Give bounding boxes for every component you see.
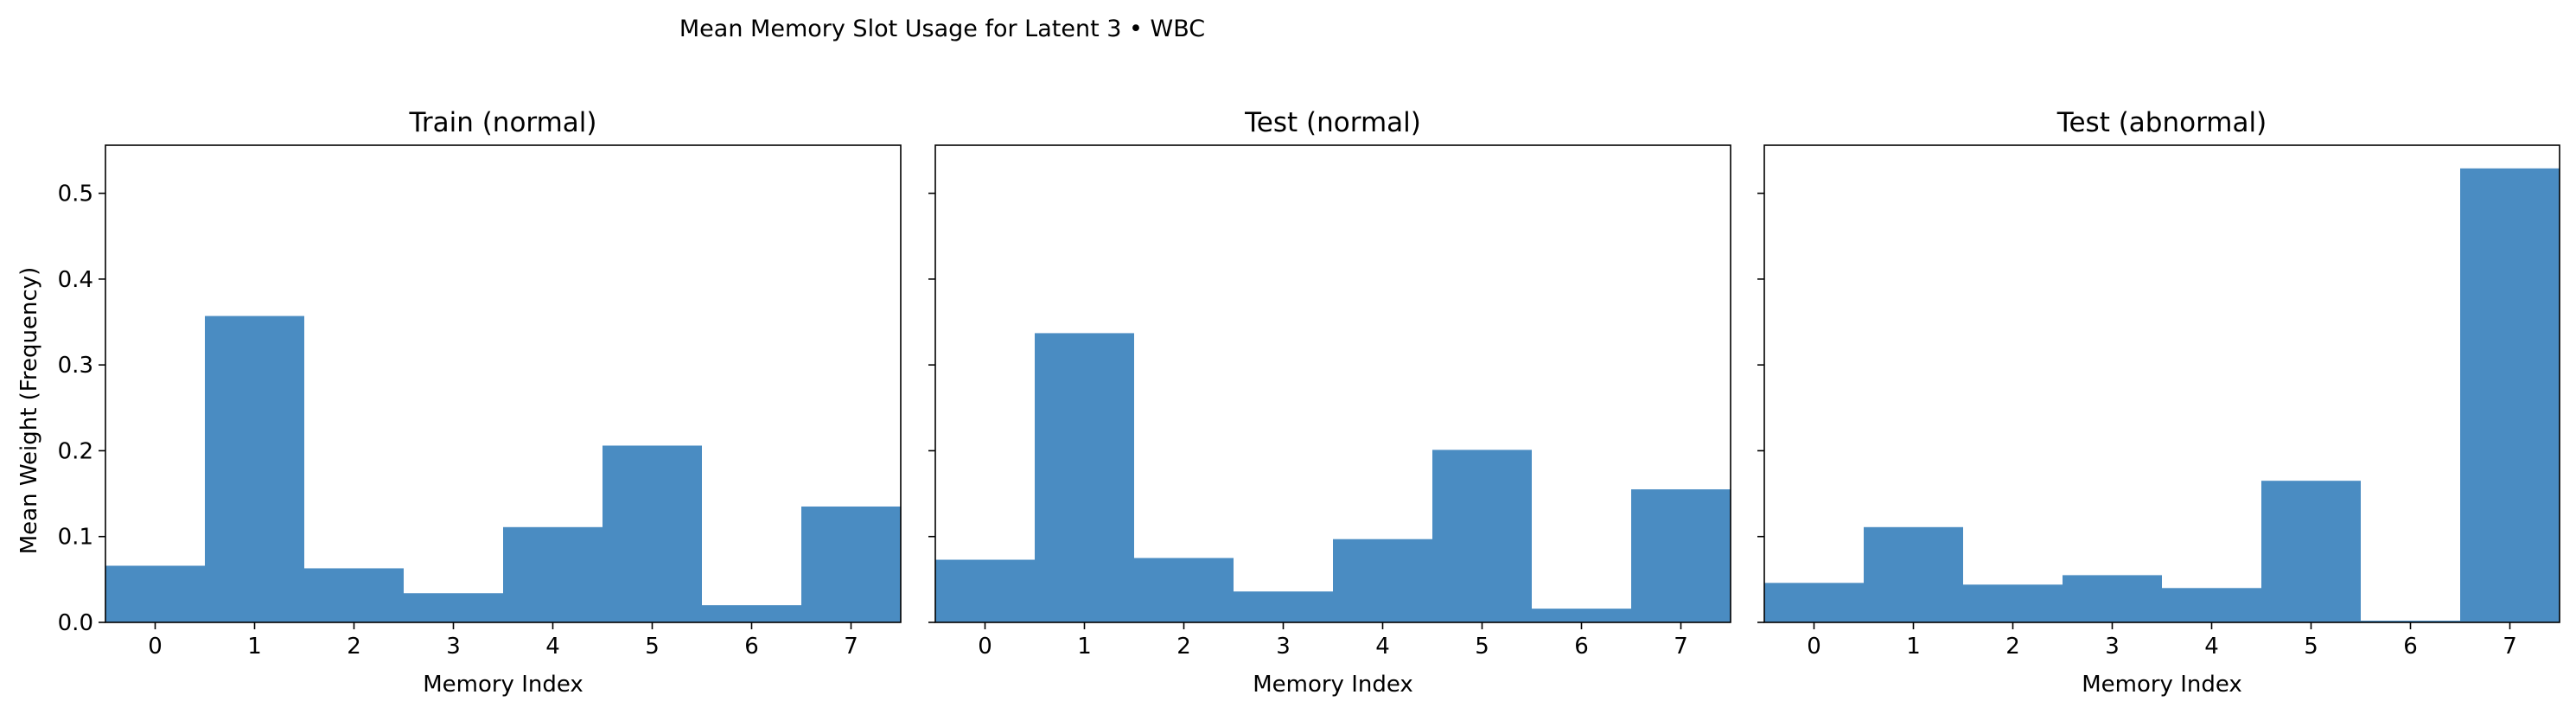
x-tick-label: 6	[744, 634, 759, 660]
x-tick-label: 2	[347, 634, 361, 660]
bar-3	[1234, 591, 1333, 622]
x-tick-label: 6	[1574, 634, 1589, 660]
x-tick-label: 7	[844, 634, 858, 660]
bar-7	[2460, 168, 2560, 622]
bar-0	[105, 565, 205, 622]
figure-suptitle: Mean Memory Slot Usage for Latent 3 • WB…	[679, 16, 1205, 42]
x-tick-label: 2	[1176, 634, 1191, 660]
x-tick-label: 5	[645, 634, 660, 660]
x-axis-label: Memory Index	[1253, 672, 1413, 698]
panel-title: Test (normal)	[1244, 107, 1421, 138]
bar-5	[1432, 449, 1532, 622]
x-tick-label: 1	[1077, 634, 1092, 660]
bar-1	[1035, 333, 1134, 622]
y-tick-label: 0.3	[58, 353, 93, 379]
panels: Train (normal) 0 1 2 3 4 5 6 7 Memory Index 0.0 0.1…	[58, 107, 2560, 698]
bar-5	[603, 445, 702, 622]
x-tick-label: 3	[446, 634, 461, 660]
axes-frame	[934, 144, 1731, 623]
bar-1	[205, 316, 304, 622]
y-tick-label: 0.2	[58, 438, 93, 464]
x-axis-label: Memory Index	[423, 672, 583, 698]
x-tick-label: 4	[2204, 634, 2219, 660]
bar-6	[2361, 621, 2460, 622]
y-tick-label: 0.1	[58, 525, 93, 551]
axes-frame	[1763, 144, 2560, 623]
bar-3	[2063, 575, 2162, 622]
bar-4	[1333, 539, 1432, 622]
x-tick-label: 4	[545, 634, 560, 660]
bar-1	[1864, 526, 1963, 622]
x-axis-label: Memory Index	[2082, 672, 2242, 698]
x-tick-label: 1	[1906, 634, 1921, 660]
bar-2	[1963, 584, 2063, 622]
bar-2	[1134, 558, 1234, 622]
bar-6	[1532, 609, 1631, 622]
bar-7	[1631, 489, 1731, 622]
x-tick-label: 0	[978, 634, 992, 660]
x-tick-label: 1	[247, 634, 262, 660]
panel-3: Test (abnormal) 0 1 2 3 4 5 6 7 Memory Index	[1757, 107, 2560, 698]
x-tick-label: 5	[2304, 634, 2318, 660]
x-tick-label: 0	[148, 634, 163, 660]
y-tick-label: 0.5	[58, 182, 93, 207]
axes-frame	[105, 144, 902, 623]
bar-4	[503, 526, 603, 622]
panel-title: Test (abnormal)	[2056, 107, 2267, 138]
bar-4	[2162, 588, 2261, 622]
bar-3	[404, 593, 503, 622]
panel-1: Train (normal) 0 1 2 3 4 5 6 7 Memory Index 0.0 0.1…	[58, 107, 902, 698]
panel-title: Train (normal)	[408, 107, 596, 138]
y-tick-label: 0.0	[58, 610, 93, 636]
panel-2: Test (normal) 0 1 2 3 4 5 6 7 Memory Index	[928, 107, 1731, 698]
x-tick-label: 7	[1674, 634, 1688, 660]
y-axis-label: Mean Weight (Frequency)	[16, 267, 42, 555]
bar-6	[702, 605, 801, 622]
x-tick-label: 6	[2403, 634, 2418, 660]
bar-2	[304, 568, 404, 622]
x-tick-label: 7	[2503, 634, 2517, 660]
bar-0	[935, 559, 1035, 622]
bar-5	[2261, 481, 2361, 622]
y-tick-label: 0.4	[58, 267, 93, 293]
x-tick-label: 4	[1375, 634, 1390, 660]
x-tick-label: 5	[1475, 634, 1489, 660]
bar-7	[801, 506, 901, 622]
bar-0	[1764, 583, 1864, 622]
x-tick-label: 0	[1807, 634, 1821, 660]
x-tick-label: 3	[1276, 634, 1291, 660]
x-tick-label: 2	[2005, 634, 2020, 660]
x-tick-label: 3	[2105, 634, 2120, 660]
